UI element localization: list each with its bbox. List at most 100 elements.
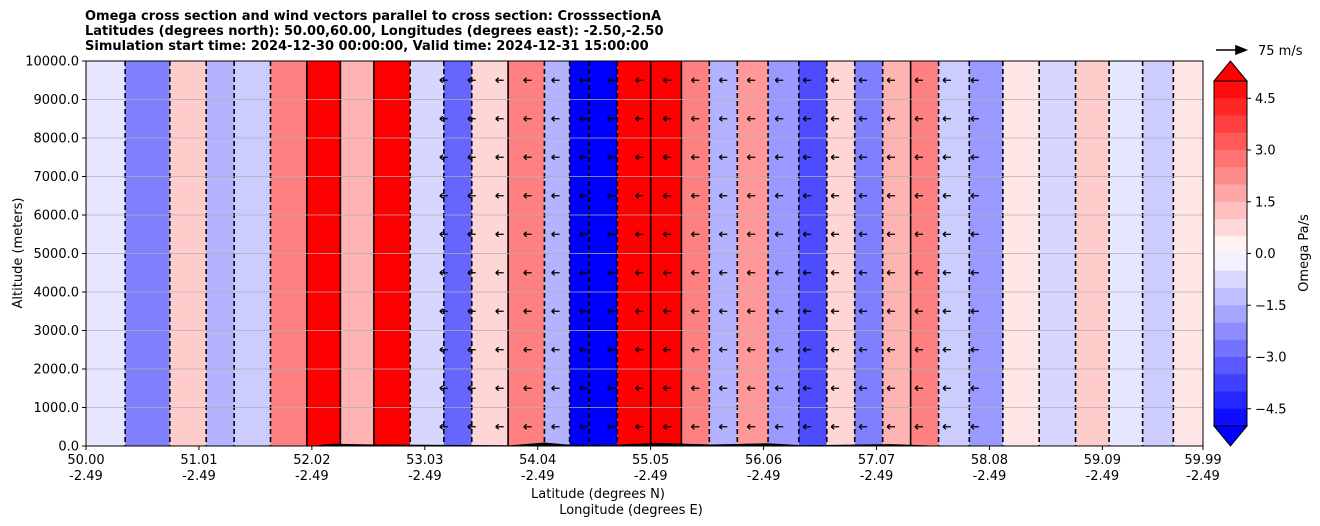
wind-vector	[774, 192, 784, 199]
wind-vector	[467, 346, 476, 353]
wind-vector	[663, 231, 672, 238]
wind-vector	[746, 192, 756, 199]
x-tick-label-lon: -2.49	[408, 469, 442, 484]
wind-vector	[802, 346, 812, 353]
chart-title-line-3: Simulation start time: 2024-12-30 00:00:…	[85, 39, 649, 54]
colorbar-segment	[1214, 115, 1247, 134]
wind-vector	[551, 423, 560, 430]
colorbar-segment	[1214, 150, 1247, 168]
wind-vector	[439, 385, 448, 392]
wind-vector	[439, 269, 448, 276]
colorbar-tick-label: 1.5	[1255, 195, 1276, 210]
wind-vector	[886, 115, 896, 122]
wind-vector	[914, 423, 923, 430]
wind-vector	[746, 77, 756, 84]
wind-vector	[579, 115, 588, 122]
wind-vector	[607, 192, 616, 199]
wind-vector	[551, 385, 560, 392]
wind-vector	[942, 77, 951, 84]
wind-vector	[718, 77, 728, 84]
wind-vector	[495, 192, 504, 199]
wind-vector	[802, 77, 812, 84]
wind-vector	[718, 231, 728, 238]
wind-vector	[579, 77, 588, 84]
wind-vector	[467, 231, 476, 238]
colorbar-segment	[1214, 132, 1247, 151]
y-tick-label: 1000.0	[34, 401, 80, 416]
wind-vector	[830, 269, 840, 276]
wind-vector	[914, 269, 923, 276]
wind-vector	[607, 423, 616, 430]
x-tick-label-lon: -2.49	[295, 469, 329, 484]
terrain-mask	[86, 442, 1203, 446]
wind-vector	[914, 346, 923, 353]
wind-vector	[579, 231, 588, 238]
wind-vector	[718, 346, 728, 353]
wind-vector	[802, 115, 812, 122]
colorbar-segment	[1214, 253, 1247, 272]
y-tick-label: 5000.0	[34, 247, 80, 262]
colorbar-segment	[1214, 322, 1247, 341]
wind-vector	[942, 154, 951, 161]
x-tick-label-lon: -2.49	[521, 469, 555, 484]
colorbar-tick-label: −1.5	[1255, 299, 1287, 314]
wind-vector	[663, 385, 672, 392]
wind-vector	[523, 77, 532, 84]
wind-vector	[942, 115, 951, 122]
wind-vector	[746, 385, 756, 392]
wind-vector	[942, 192, 951, 199]
colorbar-tick-label: −4.5	[1255, 402, 1287, 417]
x-tick-label-lon: -2.49	[1186, 469, 1220, 484]
wind-vector	[495, 385, 504, 392]
quiver-key-label: 75 m/s	[1258, 44, 1303, 59]
wind-vector	[551, 231, 560, 238]
y-tick-label: 10000.0	[25, 55, 79, 70]
wind-vector	[774, 308, 784, 315]
wind-vector	[635, 346, 644, 353]
wind-vector	[746, 346, 756, 353]
x-tick-label-lat: 56.06	[745, 453, 782, 468]
wind-vector	[690, 231, 700, 238]
wind-vector	[802, 308, 812, 315]
wind-vector	[970, 269, 979, 276]
wind-vector	[858, 154, 868, 161]
wind-vector	[663, 346, 672, 353]
colorbar-segment	[1214, 219, 1247, 237]
wind-vector	[886, 192, 896, 199]
wind-vector	[858, 346, 868, 353]
wind-vector	[718, 423, 728, 430]
wind-vector	[551, 269, 560, 276]
quiver-key-arrow	[1216, 44, 1249, 56]
wind-vector	[858, 115, 868, 122]
wind-vector	[523, 423, 532, 430]
wind-vector	[830, 115, 840, 122]
wind-vector	[970, 154, 979, 161]
colorbar-segment	[1214, 184, 1247, 203]
wind-vector	[523, 308, 532, 315]
y-tick-label: 7000.0	[34, 170, 80, 185]
wind-vector	[607, 308, 616, 315]
y-tick-label: 6000.0	[34, 209, 80, 224]
wind-vector	[607, 346, 616, 353]
wind-vector	[607, 77, 616, 84]
wind-vector	[690, 385, 700, 392]
wind-vector	[467, 385, 476, 392]
wind-vector	[914, 77, 923, 84]
wind-vector	[914, 385, 923, 392]
wind-vector	[607, 385, 616, 392]
y-axis-label: Altitude (meters)	[11, 198, 26, 309]
wind-vector	[523, 269, 532, 276]
wind-vector	[886, 269, 896, 276]
wind-vector	[523, 192, 532, 199]
wind-vector	[914, 154, 923, 161]
colorbar-segment	[1214, 288, 1247, 306]
wind-vector	[830, 346, 840, 353]
wind-vector	[439, 423, 448, 430]
wind-vector	[970, 385, 979, 392]
wind-vector	[886, 154, 896, 161]
wind-vector	[774, 423, 784, 430]
y-tick-label: 2000.0	[34, 363, 80, 378]
wind-vector	[663, 308, 672, 315]
wind-vector	[830, 192, 840, 199]
wind-vector	[690, 423, 700, 430]
